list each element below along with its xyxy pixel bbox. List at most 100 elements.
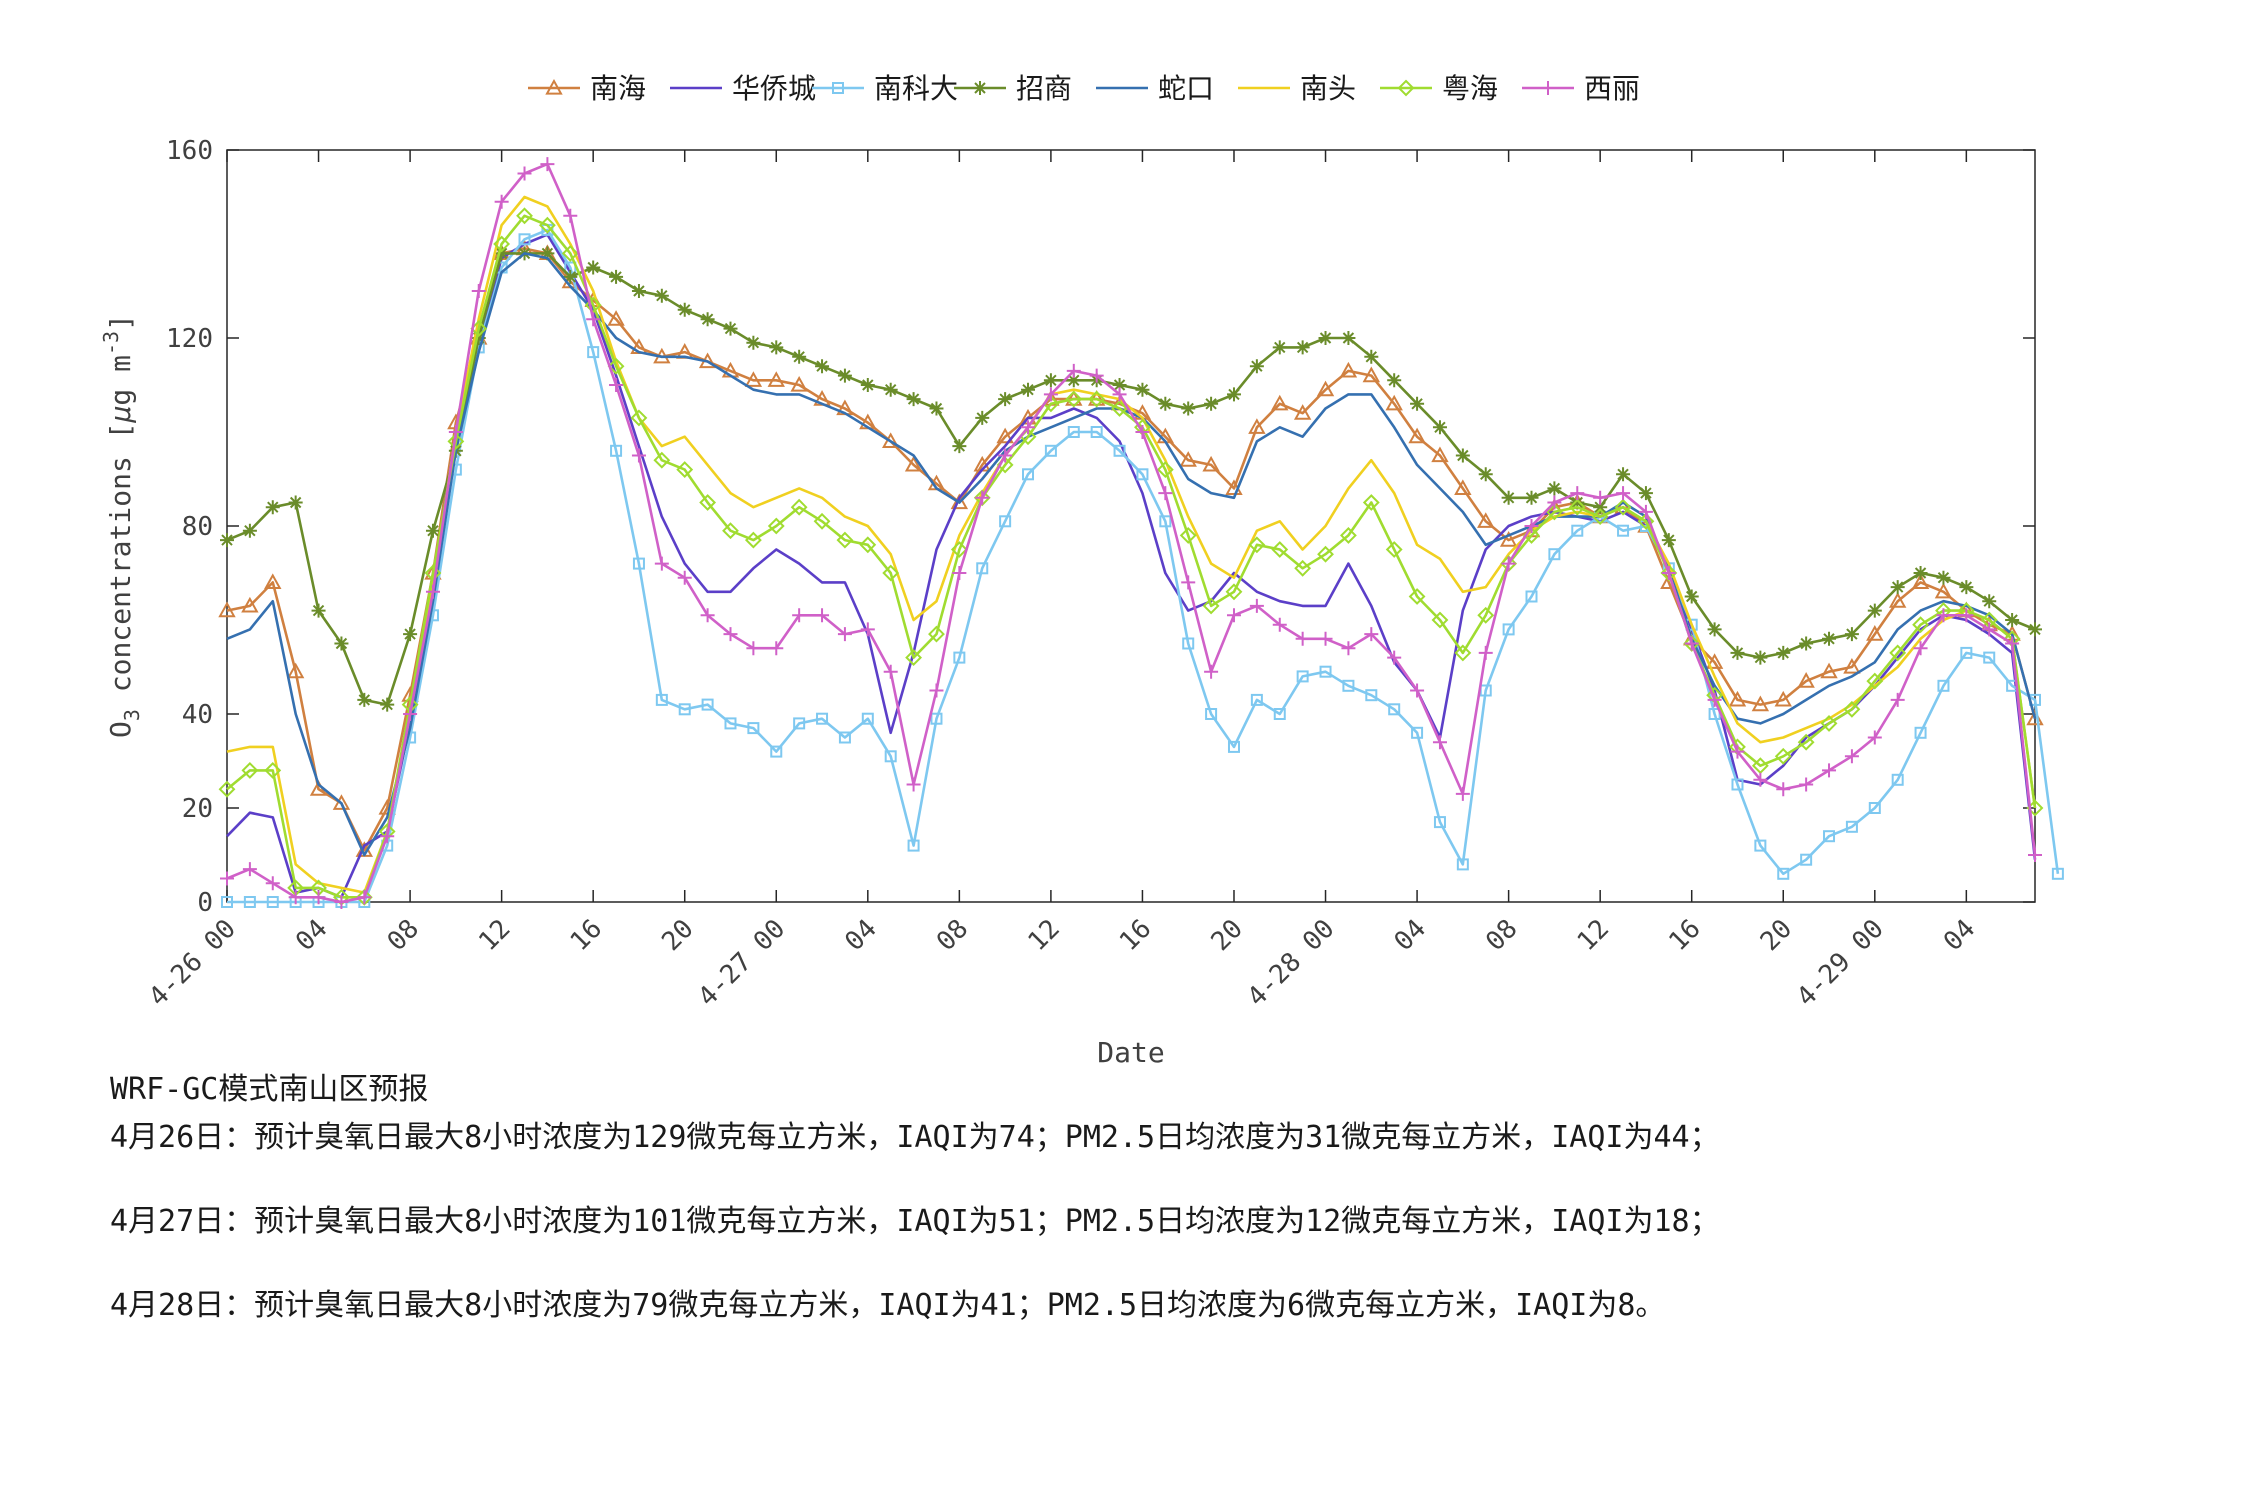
data-point: [242, 862, 257, 877]
data-point: [883, 382, 898, 397]
data-point: [1937, 679, 1950, 692]
data-point: [653, 451, 671, 469]
y-tick-label: 120: [166, 324, 213, 354]
data-point: [998, 392, 1013, 407]
data-point: [424, 564, 442, 582]
data-point: [952, 439, 967, 454]
data-point: [1731, 778, 1744, 791]
data-point: [1547, 495, 1562, 510]
data-point: [1684, 636, 1699, 651]
data-point: [1295, 631, 1310, 646]
data-point: [1891, 773, 1904, 786]
data-point: [678, 703, 691, 716]
data-point: [1501, 556, 1516, 571]
data-point: [586, 260, 601, 275]
data-point: [1112, 387, 1127, 402]
data-point: [357, 890, 372, 905]
data-point: [1911, 573, 1930, 589]
data-point: [1888, 592, 1907, 608]
data-point: [999, 515, 1012, 528]
data-point: [1800, 853, 1813, 866]
x-tick-label: 16: [1114, 914, 1157, 957]
data-point: [2028, 622, 2042, 637]
data-point: [630, 409, 648, 427]
report-line-0428: 4月28日：预计臭氧日最大8小时浓度为79微克每立方米，IAQI为41；PM2.…: [110, 1288, 1666, 1323]
data-point: [1822, 631, 1837, 646]
x-tick-label: 08: [1480, 914, 1523, 957]
data-point: [792, 349, 807, 364]
data-point: [1271, 394, 1289, 411]
data-point: [1043, 373, 1058, 388]
data-point: [1525, 590, 1538, 603]
data-point: [952, 566, 967, 580]
data-point: [471, 331, 486, 345]
data-point: [884, 750, 897, 763]
data-point: [929, 401, 944, 416]
data-point: [1730, 744, 1745, 759]
data-point: [1913, 641, 1928, 656]
data-point: [494, 194, 509, 209]
data-point: [494, 246, 509, 261]
data-point: [1845, 820, 1858, 833]
data-point: [859, 536, 877, 554]
data-point: [1202, 597, 1220, 615]
data-point: [1820, 714, 1838, 732]
data-point: [1397, 79, 1415, 97]
data-point: [1823, 830, 1836, 843]
data-point: [1982, 594, 1997, 609]
data-point: [1776, 645, 1791, 660]
data-point: [1570, 495, 1585, 510]
legend-item: 南科大: [812, 72, 958, 105]
data-point: [1912, 616, 1929, 634]
data-point: [950, 541, 968, 558]
data-point: [1616, 486, 1631, 501]
legend-item: 华侨城: [670, 72, 816, 105]
data-point: [904, 455, 923, 472]
data-point: [1799, 636, 1814, 651]
data-point: [1408, 427, 1426, 444]
data-point: [447, 432, 465, 450]
data-point: [380, 829, 395, 844]
data-point: [929, 683, 944, 698]
data-point: [1707, 622, 1722, 637]
data-point: [906, 777, 921, 792]
data-point: [1316, 380, 1335, 397]
data-point: [837, 368, 852, 383]
data-point: [1364, 349, 1379, 364]
data-point: [1684, 589, 1699, 604]
data-point: [1661, 566, 1676, 580]
data-point: [610, 444, 623, 457]
data-point: [1135, 382, 1150, 397]
data-point: [744, 531, 762, 549]
data-point: [586, 312, 601, 327]
data-point: [723, 321, 738, 336]
series-line: [226, 162, 2037, 904]
data-point: [1797, 672, 1815, 688]
data-point: [769, 641, 784, 656]
data-point: [286, 662, 305, 679]
report-line-0426: 4月26日：预计臭氧日最大8小时浓度为129微克每立方米，IAQI为74；PM2…: [110, 1120, 1720, 1155]
data-point: [1250, 693, 1263, 706]
data-point: [1181, 575, 1196, 590]
data-point: [631, 448, 646, 463]
data-point: [953, 651, 966, 664]
legend-item: 南头: [1238, 72, 1356, 105]
data-point: [1982, 622, 1997, 637]
data-point: [265, 500, 280, 515]
data-point: [609, 269, 624, 284]
data-point: [1388, 703, 1401, 716]
data-point: [1431, 446, 1449, 463]
data-point: [747, 722, 760, 735]
series-7: [220, 157, 2042, 909]
data-point: [1362, 494, 1380, 511]
data-point: [860, 622, 875, 637]
data-point: [1432, 735, 1447, 750]
data-point: [1202, 455, 1220, 472]
data-point: [1614, 498, 1632, 516]
data-point: [1294, 559, 1312, 577]
data-point: [767, 517, 785, 535]
data-point: [1705, 653, 1724, 669]
data-point: [2051, 867, 2064, 880]
data-point: [1362, 366, 1381, 383]
data-point: [1387, 373, 1402, 388]
